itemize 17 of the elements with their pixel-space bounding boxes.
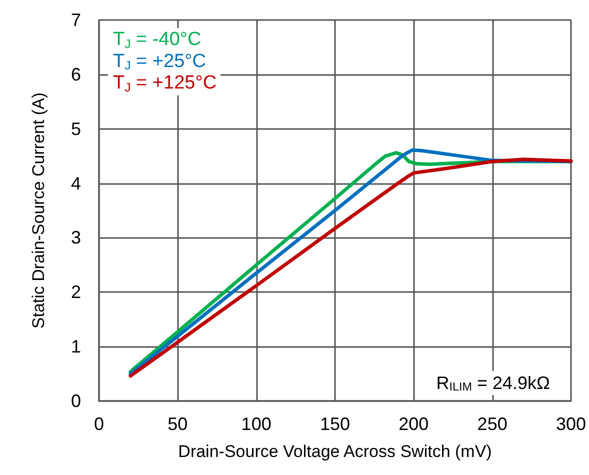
x-tick-label: 0 bbox=[94, 414, 104, 434]
x-axis-title: Drain-Source Voltage Across Switch (mV) bbox=[178, 442, 492, 461]
x-tick-label: 150 bbox=[320, 414, 350, 434]
y-tick-label: 1 bbox=[70, 336, 81, 357]
y-tick-label: 5 bbox=[70, 118, 81, 139]
y-tick-label: 3 bbox=[70, 228, 81, 248]
y-tick-label: 2 bbox=[70, 282, 81, 302]
y-tick-label: 7 bbox=[70, 10, 81, 30]
x-tick-label: 200 bbox=[398, 414, 429, 434]
x-tick-label: 300 bbox=[556, 414, 586, 434]
x-tick-label: 250 bbox=[477, 414, 508, 434]
y-tick-label: 4 bbox=[70, 173, 81, 194]
x-tick-label: 100 bbox=[241, 414, 272, 434]
y-axis-title: Static Drain-Source Current (A) bbox=[29, 92, 48, 329]
x-tick-label: 50 bbox=[168, 414, 188, 434]
y-tick-label: 0 bbox=[70, 391, 81, 411]
y-tick-label: 6 bbox=[70, 64, 81, 84]
